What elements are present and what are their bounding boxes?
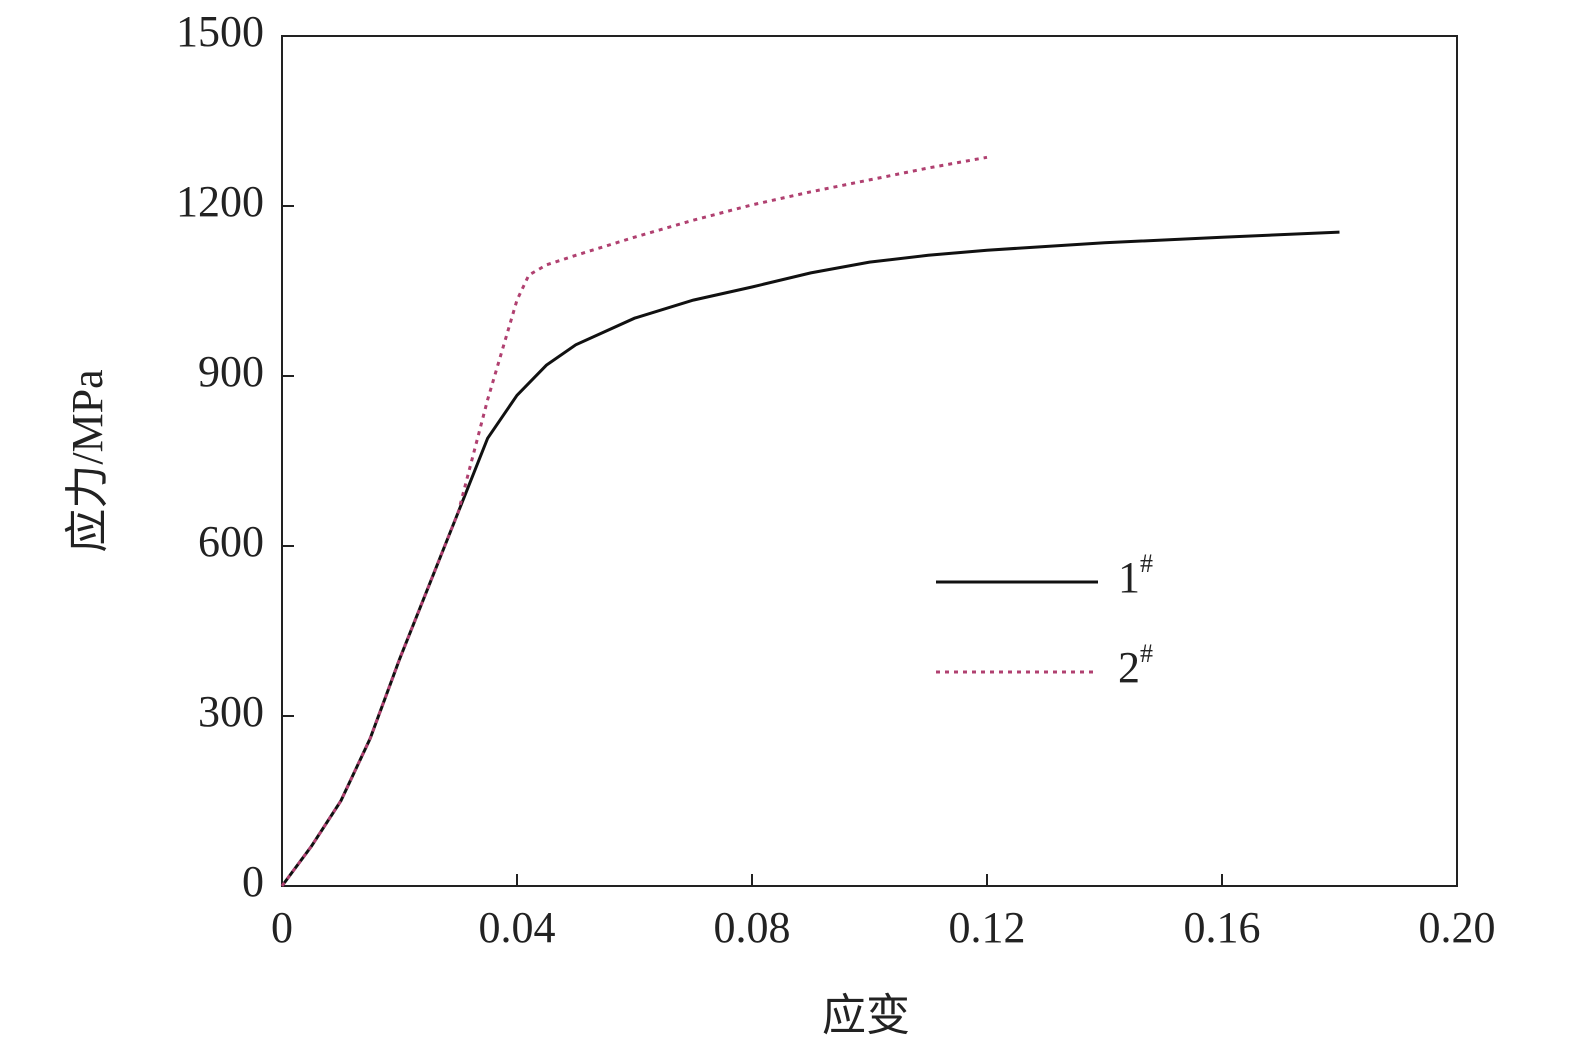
- legend-label: 1#: [1118, 549, 1153, 602]
- y-tick-label: 1500: [176, 7, 264, 56]
- y-tick-label: 1200: [176, 177, 264, 226]
- x-tick-label: 0.04: [479, 903, 556, 952]
- x-tick-label: 0.20: [1419, 903, 1496, 952]
- legend-label: 2#: [1118, 639, 1153, 692]
- y-tick-label: 0: [242, 857, 264, 906]
- x-axis-label: 应变: [822, 991, 910, 1040]
- series-line: [280, 155, 988, 887]
- y-tick-label: 300: [198, 687, 264, 736]
- plot-frame: [281, 35, 1458, 887]
- series-line: [280, 230, 1340, 887]
- x-tick-label: 0.16: [1184, 903, 1261, 952]
- x-tick-label: 0.08: [714, 903, 791, 952]
- x-tick-label: 0.12: [949, 903, 1026, 952]
- x-tick-label: 0: [271, 903, 293, 952]
- y-tick-label: 600: [198, 517, 264, 566]
- y-tick-label: 900: [198, 347, 264, 396]
- y-axis-label: 应力/MPa: [63, 369, 112, 552]
